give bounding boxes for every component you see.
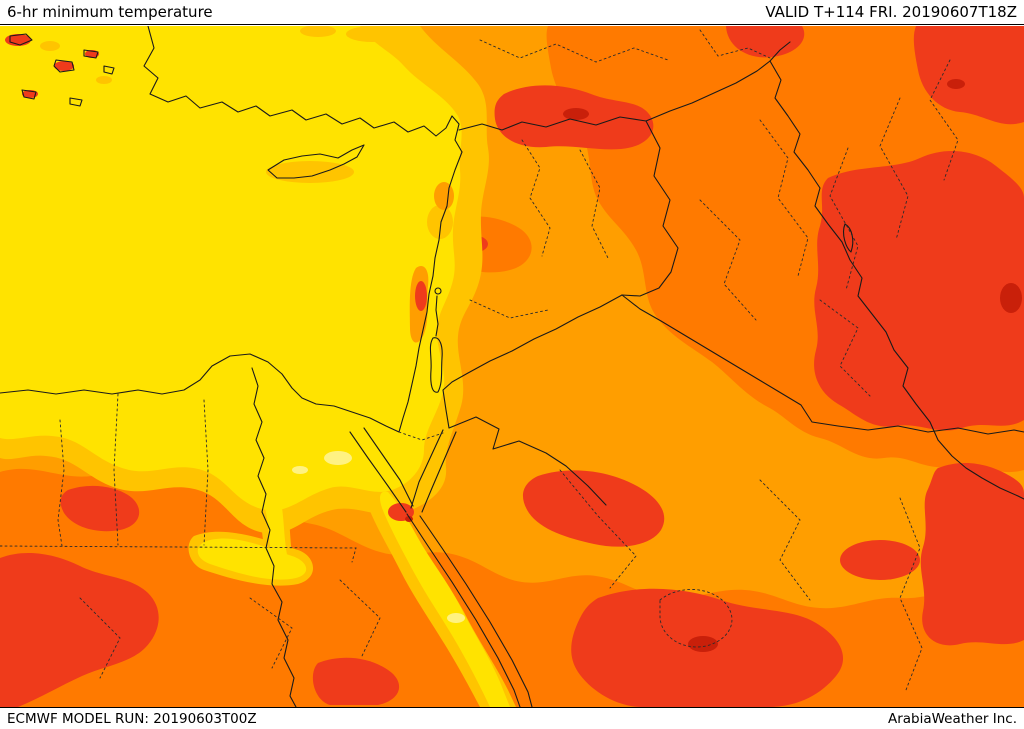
country-borders	[0, 26, 1024, 707]
header-bar: 6-hr minimum temperature VALID T+114 FRI…	[0, 0, 1024, 25]
temperature-map-svg	[0, 26, 1024, 707]
admin-dotted-borders	[0, 29, 959, 691]
footer-bar: ECMWF MODEL RUN: 20190603T00Z ArabiaWeat…	[0, 707, 1024, 729]
valid-time-label: VALID T+114 FRI. 20190607T18Z	[765, 3, 1017, 21]
overlay-gold-spots	[40, 26, 453, 239]
temp-layer-dark-red	[563, 79, 1022, 652]
branding-label: ArabiaWeather Inc.	[887, 710, 1017, 727]
map-canvas	[0, 26, 1024, 707]
temp-layer-yellow	[0, 26, 510, 707]
map-title: 6-hr minimum temperature	[7, 3, 213, 21]
temp-layer-pale-yellow	[292, 451, 465, 623]
model-run-label: ECMWF MODEL RUN: 20190603T00Z	[7, 710, 257, 727]
temp-layer-red	[0, 26, 1024, 707]
